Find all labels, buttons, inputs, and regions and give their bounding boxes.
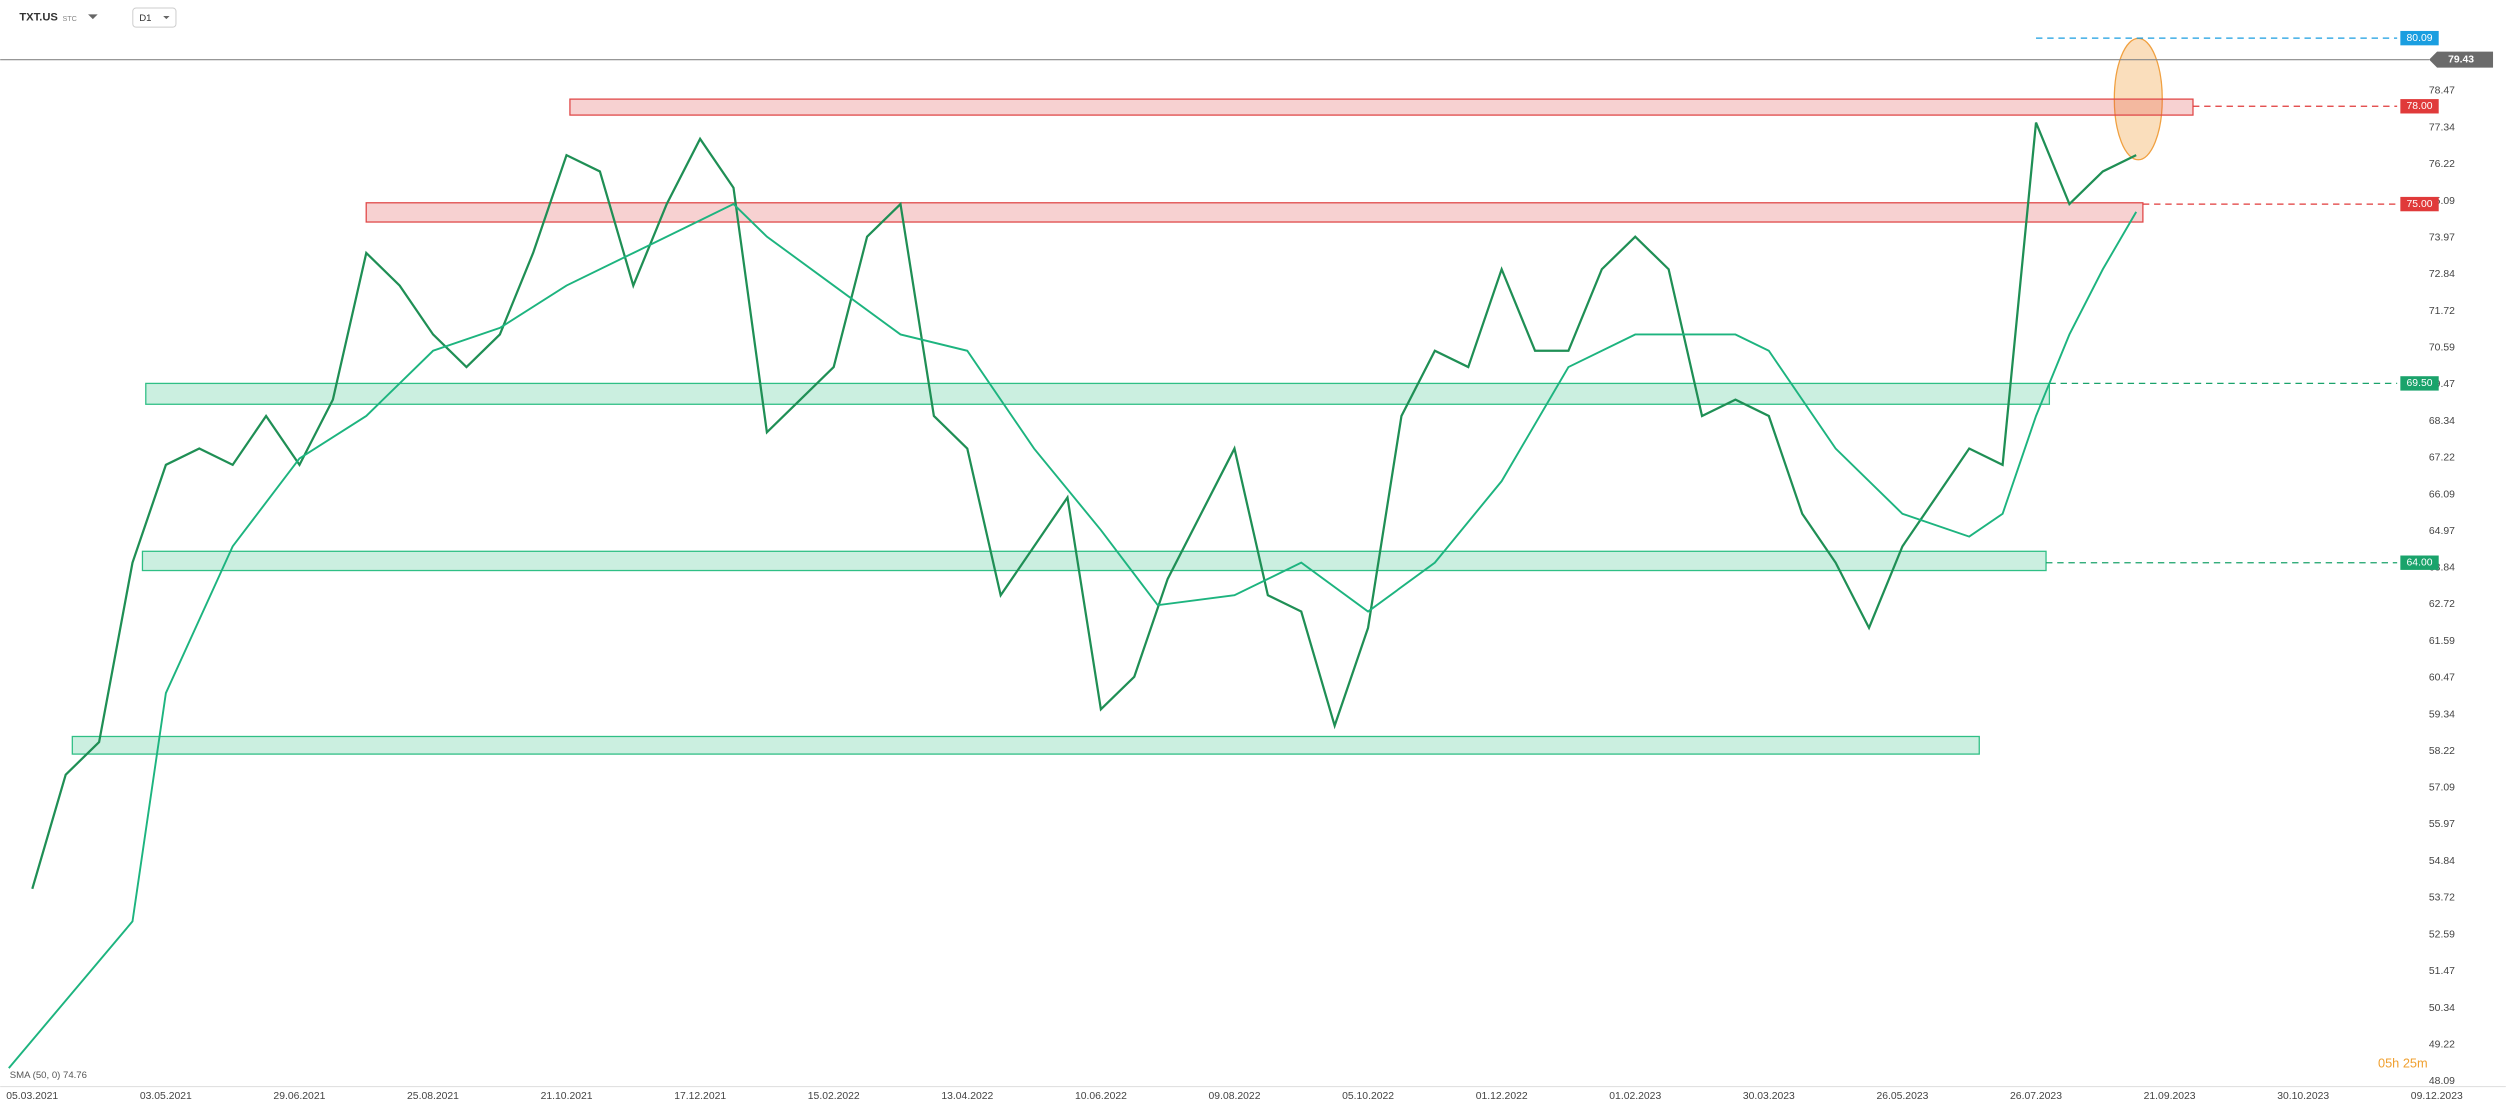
y-tick-label: 63.84	[2429, 563, 2455, 574]
dropdown-arrow[interactable]	[88, 14, 98, 20]
x-tick-label: 09.08.2022	[1209, 1091, 1261, 1102]
level-label: 78.00	[2407, 101, 2433, 112]
y-tick-label: 66.09	[2429, 489, 2455, 500]
symbol[interactable]: TXT.US	[19, 12, 58, 24]
y-tick-label: 70.59	[2429, 343, 2455, 354]
x-tick-label: 09.12.2023	[2411, 1091, 2463, 1102]
level-tag	[2400, 196, 2439, 212]
timeframe[interactable]: D1	[139, 13, 151, 24]
timeframe-box[interactable]	[132, 7, 177, 28]
x-tick-label: 01.02.2023	[1609, 1091, 1661, 1102]
y-tick-label: 59.34	[2429, 709, 2455, 720]
y-tick-label: 48.09	[2429, 1076, 2455, 1087]
symbol-suffix: STC	[63, 14, 77, 23]
x-tick-label: 10.06.2022	[1075, 1091, 1127, 1102]
y-tick-label: 50.34	[2429, 1003, 2455, 1014]
current-price-label: 79.43	[2448, 54, 2474, 65]
y-tick-label: 55.97	[2429, 819, 2455, 830]
y-tick-label: 67.22	[2429, 452, 2455, 463]
x-tick-label: 25.08.2021	[407, 1091, 459, 1102]
y-tick-label: 72.84	[2429, 269, 2455, 280]
x-tick-label: 03.05.2021	[140, 1091, 192, 1102]
y-tick-label: 71.72	[2429, 306, 2455, 317]
level-label: 69.50	[2407, 378, 2433, 389]
y-tick-label: 53.72	[2429, 893, 2455, 904]
level-label: 75.00	[2407, 199, 2433, 210]
zone	[365, 202, 2144, 223]
y-tick-label: 68.34	[2429, 416, 2455, 427]
x-tick-label: 21.10.2021	[541, 1091, 593, 1102]
x-tick-label: 26.07.2023	[2010, 1091, 2062, 1102]
x-tick-label: 30.03.2023	[1743, 1091, 1795, 1102]
level-tag	[2400, 99, 2439, 114]
zone	[569, 98, 2194, 116]
x-tick-label: 01.12.2022	[1476, 1091, 1528, 1102]
y-tick-label: 58.22	[2429, 746, 2455, 757]
y-tick-label: 78.47	[2429, 86, 2455, 97]
x-tick-label: 05.03.2021	[6, 1091, 58, 1102]
y-tick-label: 61.59	[2429, 636, 2455, 647]
y-tick-label: 73.97	[2429, 232, 2455, 243]
price-line	[31, 122, 2137, 890]
dropdown-arrow[interactable]	[163, 15, 170, 20]
x-tick-label: 13.04.2022	[941, 1091, 993, 1102]
y-tick-label: 77.34	[2429, 123, 2455, 134]
x-tick-label: 21.09.2023	[2144, 1091, 2196, 1102]
y-tick-label: 51.47	[2429, 966, 2455, 977]
level-tag	[2400, 376, 2439, 391]
zone	[145, 382, 2051, 405]
y-tick-label: 69.47	[2429, 379, 2455, 390]
sma-line	[8, 202, 2138, 1069]
y-tick-label: 75.09	[2429, 196, 2455, 207]
level-label: 64.00	[2407, 557, 2433, 568]
level-tag	[2400, 555, 2439, 570]
y-tick-label: 64.97	[2429, 526, 2455, 537]
y-tick-label: 54.84	[2429, 856, 2455, 867]
zone	[71, 735, 1980, 755]
level-label: 80.09	[2407, 33, 2433, 44]
level-tag	[2400, 30, 2439, 46]
y-tick-label: 60.47	[2429, 673, 2455, 684]
x-tick-label: 29.06.2021	[273, 1091, 325, 1102]
x-tick-label: 17.12.2021	[674, 1091, 726, 1102]
y-tick-label: 52.59	[2429, 929, 2455, 940]
y-tick-label: 76.22	[2429, 159, 2455, 170]
price-tag	[2429, 51, 2494, 68]
x-tick-label: 26.05.2023	[1876, 1091, 1928, 1102]
indicator-label: SMA (50, 0) 74.76	[10, 1070, 87, 1081]
y-tick-label: 49.22	[2429, 1039, 2455, 1050]
x-tick-label: 30.10.2023	[2277, 1091, 2329, 1102]
y-tick-label: 62.72	[2429, 599, 2455, 610]
timer: 05h 25m	[2378, 1056, 2428, 1071]
x-tick-label: 05.10.2022	[1342, 1091, 1394, 1102]
y-tick-label: 57.09	[2429, 783, 2455, 794]
zone	[141, 550, 2047, 572]
x-tick-label: 15.02.2022	[808, 1091, 860, 1102]
